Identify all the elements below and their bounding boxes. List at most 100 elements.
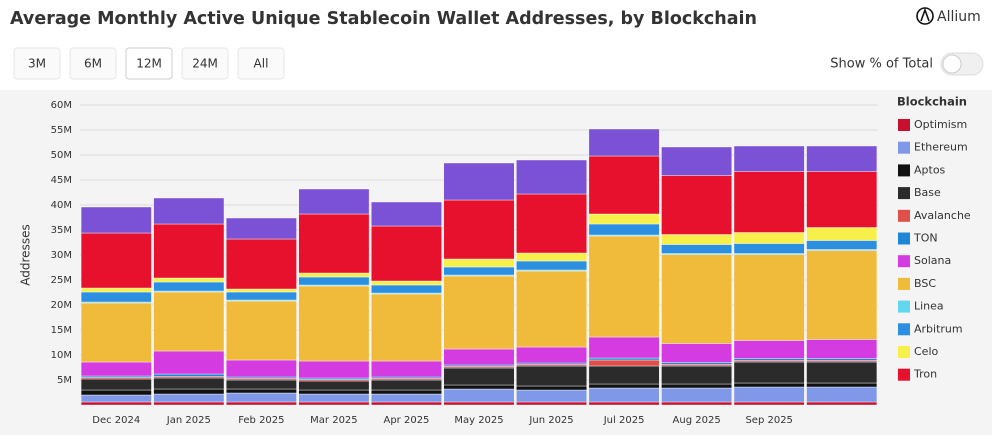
bar-segment (733, 171, 805, 233)
bar-segment (443, 162, 515, 201)
brand-name: Allium (937, 9, 981, 25)
legend-swatch (898, 209, 910, 222)
bar-segment (225, 401, 297, 406)
bar-segment (516, 346, 587, 364)
bar-segment (806, 240, 878, 250)
bar-segment (806, 358, 878, 361)
legend-label: Arbitrum (914, 322, 963, 335)
bar-segment (661, 244, 733, 254)
bar-segment (443, 275, 515, 350)
range-button-label: 12M (136, 57, 162, 71)
bar-segment (153, 350, 225, 375)
legend-label: BSC (914, 277, 936, 290)
bar-segment (153, 388, 225, 395)
bar-segment (733, 382, 805, 388)
bar-segment (80, 287, 152, 293)
bar-segment (443, 366, 515, 369)
bar-segment (153, 401, 225, 406)
y-tick-label: 5M (57, 375, 72, 386)
x-tick-label: Feb 2025 (238, 415, 284, 426)
bar-segment (516, 385, 587, 391)
bar-segment (516, 364, 587, 367)
bar-segment (443, 401, 515, 406)
x-tick-label: Jun 2025 (528, 415, 573, 426)
bar-segment (806, 171, 878, 228)
range-button[interactable] (125, 47, 173, 80)
bar-segment (371, 401, 442, 406)
bar-segment (516, 260, 587, 271)
bar-segment (733, 243, 805, 254)
bar-segment (225, 378, 297, 381)
bar-segment (661, 146, 733, 176)
bar-segment (371, 293, 442, 362)
legend-swatch (898, 277, 910, 290)
bar-segment (371, 376, 442, 379)
bar-segment (733, 145, 805, 172)
bar-segment (371, 389, 442, 395)
bar-segment (588, 365, 660, 385)
bar-segment (443, 266, 515, 276)
bar-segment (443, 388, 515, 403)
range-button[interactable] (181, 47, 229, 80)
bar-segment (225, 291, 297, 301)
bar-segment (443, 258, 515, 268)
bar-segment (443, 384, 515, 390)
legend-label: Tron (913, 368, 937, 381)
bar-segment (225, 388, 297, 394)
bar-segment (661, 387, 733, 403)
y-tick-label: 45M (51, 175, 72, 186)
range-button-label: All (254, 57, 269, 71)
bar-segment (733, 232, 805, 244)
bar-segment (225, 392, 297, 403)
bar-segment (806, 339, 878, 359)
bar-segment (153, 197, 225, 225)
y-tick-label: 40M (51, 200, 72, 211)
range-button[interactable] (69, 47, 117, 80)
bar-segment (588, 213, 660, 225)
legend-label: TON (913, 232, 938, 245)
bar-segment (661, 383, 733, 389)
bar-segment (153, 373, 225, 377)
range-button-label: 24M (192, 57, 218, 71)
x-tick-label: Apr 2025 (383, 415, 429, 426)
bar-segment (298, 380, 370, 391)
bar-segment (806, 227, 878, 241)
legend-swatch (898, 255, 910, 268)
bar-segment (80, 401, 152, 406)
y-tick-label: 15M (51, 325, 72, 336)
legend-swatch (898, 300, 910, 313)
range-button[interactable] (237, 47, 285, 80)
x-tick-label: Aug 2025 (673, 415, 721, 426)
bar-segment (80, 206, 152, 234)
legend-label: Base (914, 186, 941, 199)
bar-segment (225, 300, 297, 361)
legend-swatch (898, 141, 910, 154)
x-tick-label: Jan 2025 (166, 415, 211, 426)
range-button[interactable] (13, 47, 61, 80)
bar-segment (733, 340, 805, 359)
range-button-label: 6M (84, 57, 102, 71)
y-tick-label: 55M (51, 125, 72, 136)
bar-segment (588, 357, 660, 361)
bar-segment (806, 382, 878, 388)
bar-segment (733, 361, 805, 384)
bar-segment (371, 360, 442, 378)
bar-segment (371, 280, 442, 286)
toggle-knob (942, 54, 962, 74)
bar-segment (806, 250, 878, 340)
bar-segment (153, 393, 225, 403)
bar-segment (806, 386, 878, 403)
bar-segment (80, 389, 152, 396)
legend-swatch (898, 164, 910, 177)
bar-segment (588, 223, 660, 236)
bar-segment (661, 254, 733, 344)
bar-segment (516, 365, 587, 387)
bar-segment (733, 358, 805, 361)
bar-segment (516, 252, 587, 262)
bar-segment (733, 254, 805, 341)
bar-segment (225, 379, 297, 390)
y-tick-label: 35M (51, 225, 72, 236)
bar-segment (516, 401, 587, 406)
